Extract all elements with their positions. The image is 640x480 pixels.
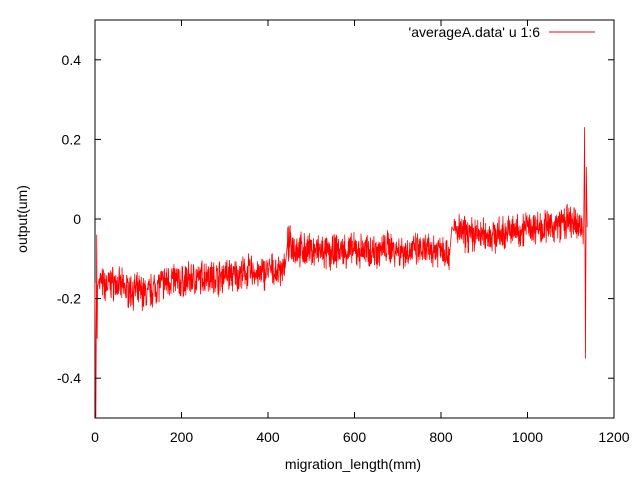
x-tick-label: 1000 xyxy=(512,429,543,445)
y-tick-label: 0.2 xyxy=(62,131,82,147)
series-layer xyxy=(94,127,588,419)
y-axis-label: output(um) xyxy=(14,185,30,253)
y-tick-label: -0.4 xyxy=(57,370,81,386)
x-axis-label: migration_length(mm) xyxy=(285,456,421,472)
legend-entry-label: 'averageA.data' u 1:6 xyxy=(409,24,541,40)
x-tick-label: 0 xyxy=(91,429,99,445)
y-tick-label: 0 xyxy=(73,211,81,227)
x-tick-label: 200 xyxy=(170,429,194,445)
x-tick-label: 600 xyxy=(343,429,367,445)
y-tick-label: -0.2 xyxy=(57,291,81,307)
x-tick-label: 400 xyxy=(256,429,280,445)
x-tick-label: 800 xyxy=(429,429,453,445)
plot-border xyxy=(94,19,615,419)
tick-layer: 0 200 400 600 800 1000 1200 -0.4 -0.2 0 0.2 0.4 xyxy=(57,20,630,445)
x-tick-label: 1200 xyxy=(598,429,629,445)
plot-frame xyxy=(94,19,615,419)
legend: 'averageA.data' u 1:6 xyxy=(409,24,595,40)
series-line-0 xyxy=(94,127,588,419)
y-tick-label: 0.4 xyxy=(62,52,82,68)
